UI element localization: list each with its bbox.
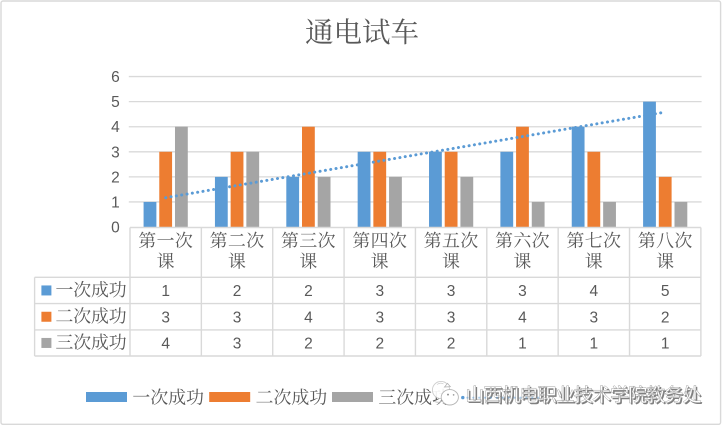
svg-text:1: 1 [161,283,170,300]
svg-text:1: 1 [518,336,527,353]
svg-text:4: 4 [111,119,120,136]
svg-text:0: 0 [111,220,120,237]
svg-text:3: 3 [111,144,120,161]
svg-text:4: 4 [518,309,527,326]
svg-text:5: 5 [661,283,670,300]
svg-text:4: 4 [161,336,170,353]
svg-text:3: 3 [447,309,456,326]
svg-text:4: 4 [590,283,599,300]
svg-text:1: 1 [590,336,599,353]
svg-text:3: 3 [375,309,384,326]
svg-text:2: 2 [111,169,120,186]
svg-text:4: 4 [304,309,313,326]
svg-text:2: 2 [304,336,313,353]
svg-text:6: 6 [111,69,120,86]
svg-text:3: 3 [161,309,170,326]
svg-text:3: 3 [233,336,242,353]
svg-text:2: 2 [233,283,242,300]
svg-text:3: 3 [375,283,384,300]
svg-text:1: 1 [661,336,670,353]
svg-text:2: 2 [447,336,456,353]
svg-text:3: 3 [447,283,456,300]
svg-text:2: 2 [661,309,670,326]
svg-text:1: 1 [111,194,120,211]
svg-text:3: 3 [590,309,599,326]
svg-text:3: 3 [233,309,242,326]
svg-text:3: 3 [518,283,527,300]
svg-text:2: 2 [304,283,313,300]
svg-text:2: 2 [375,336,384,353]
svg-text:5: 5 [111,94,120,111]
